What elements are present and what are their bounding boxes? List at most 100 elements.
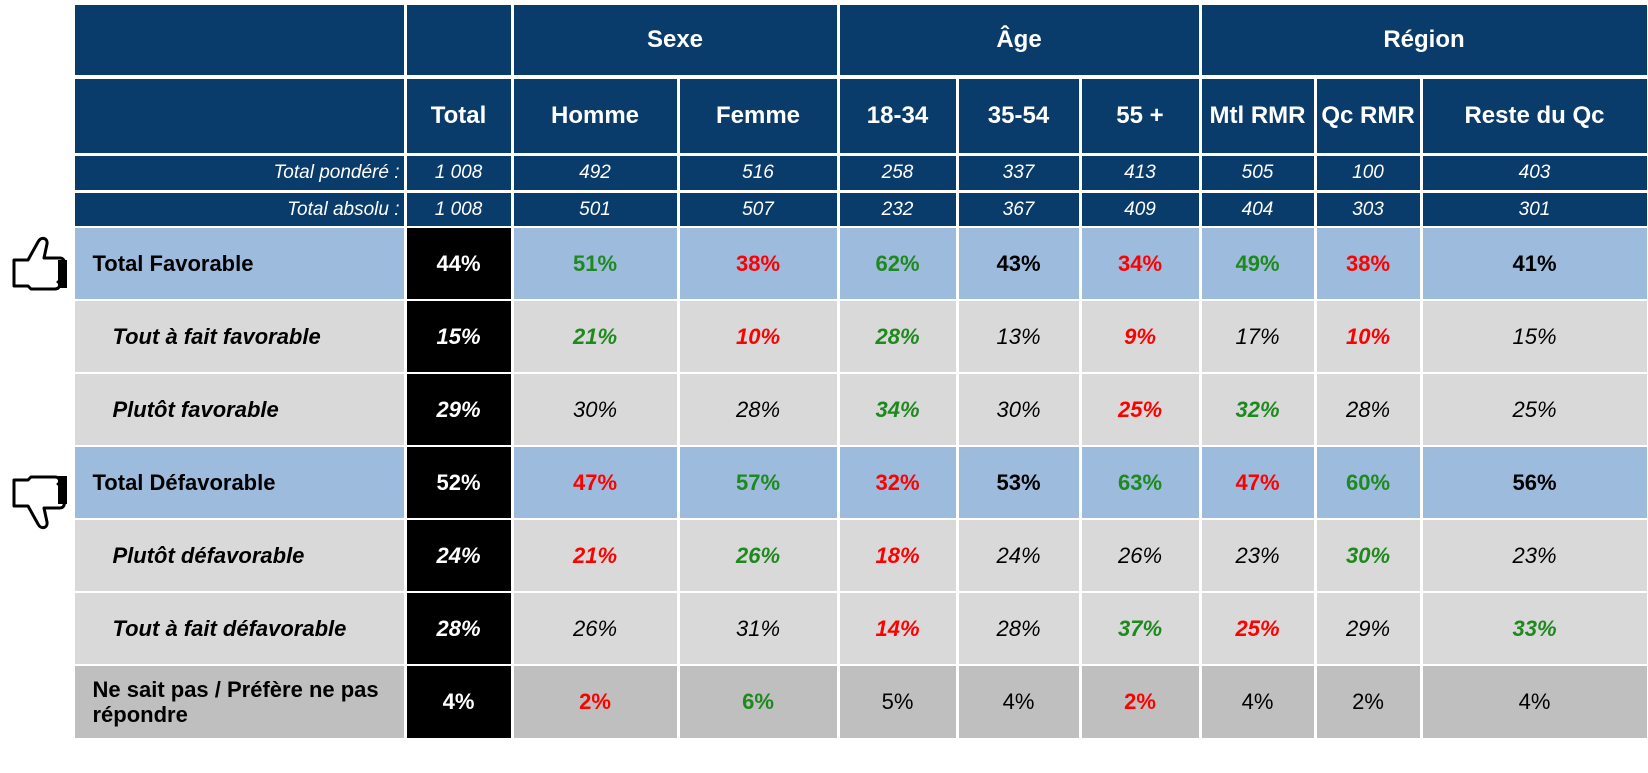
value-cell: 53% <box>958 447 1079 518</box>
total-value: 24% <box>406 520 511 591</box>
value-cell: 28% <box>958 593 1079 664</box>
column-header: 18-34 <box>839 79 956 153</box>
value-cell: 51% <box>513 228 677 299</box>
column-header: Homme <box>513 79 677 153</box>
total-value: 44% <box>406 228 511 299</box>
base-value: 409 <box>1081 193 1199 226</box>
value-cell: 17% <box>1201 301 1314 372</box>
value-cell: 23% <box>1422 520 1647 591</box>
value-cell: 2% <box>513 666 677 738</box>
row-label: Total Défavorable <box>74 447 404 518</box>
value-cell: 21% <box>513 520 677 591</box>
blank-header <box>406 5 511 75</box>
total-value: 28% <box>406 593 511 664</box>
thumbs-down-icon <box>12 475 67 530</box>
value-cell: 56% <box>1422 447 1647 518</box>
value-cell: 13% <box>958 301 1079 372</box>
value-cell: 6% <box>679 666 837 738</box>
column-header: Femme <box>679 79 837 153</box>
value-cell: 4% <box>1201 666 1314 738</box>
value-cell: 21% <box>513 301 677 372</box>
value-cell: 24% <box>958 520 1079 591</box>
base-label: Total pondéré : <box>74 156 404 190</box>
value-cell: 34% <box>1081 228 1199 299</box>
base-value: 301 <box>1422 193 1647 226</box>
row-label: Tout à fait favorable <box>74 301 404 372</box>
row-label: Tout à fait défavorable <box>74 593 404 664</box>
row-label: Total Favorable <box>74 228 404 299</box>
value-cell: 14% <box>839 593 956 664</box>
base-value: 100 <box>1316 156 1420 190</box>
column-header: Mtl RMR <box>1201 79 1314 153</box>
value-cell: 38% <box>679 228 837 299</box>
base-value: 1 008 <box>406 156 511 190</box>
base-value: 1 008 <box>406 193 511 226</box>
base-value: 505 <box>1201 156 1314 190</box>
value-cell: 10% <box>679 301 837 372</box>
value-cell: 5% <box>839 666 956 738</box>
value-cell: 23% <box>1201 520 1314 591</box>
base-value: 232 <box>839 193 956 226</box>
base-value: 303 <box>1316 193 1420 226</box>
value-cell: 4% <box>958 666 1079 738</box>
value-cell: 4% <box>1422 666 1647 738</box>
column-header: Total <box>406 79 511 153</box>
value-cell: 47% <box>513 447 677 518</box>
base-value: 516 <box>679 156 837 190</box>
value-cell: 10% <box>1316 301 1420 372</box>
total-value: 4% <box>406 666 511 738</box>
base-value: 258 <box>839 156 956 190</box>
value-cell: 9% <box>1081 301 1199 372</box>
value-cell: 62% <box>839 228 956 299</box>
value-cell: 34% <box>839 374 956 445</box>
base-value: 337 <box>958 156 1079 190</box>
group-header: Âge <box>839 5 1199 75</box>
value-cell: 49% <box>1201 228 1314 299</box>
value-cell: 33% <box>1422 593 1647 664</box>
column-header: 35-54 <box>958 79 1079 153</box>
value-cell: 28% <box>1316 374 1420 445</box>
value-cell: 47% <box>1201 447 1314 518</box>
value-cell: 30% <box>1316 520 1420 591</box>
row-label: Plutôt défavorable <box>74 520 404 591</box>
value-cell: 26% <box>679 520 837 591</box>
value-cell: 60% <box>1316 447 1420 518</box>
base-value: 413 <box>1081 156 1199 190</box>
value-cell: 26% <box>513 593 677 664</box>
value-cell: 30% <box>958 374 1079 445</box>
value-cell: 43% <box>958 228 1079 299</box>
value-cell: 25% <box>1081 374 1199 445</box>
value-cell: 18% <box>839 520 956 591</box>
value-cell: 41% <box>1422 228 1647 299</box>
value-cell: 2% <box>1316 666 1420 738</box>
value-cell: 32% <box>839 447 956 518</box>
value-cell: 15% <box>1422 301 1647 372</box>
total-value: 15% <box>406 301 511 372</box>
value-cell: 63% <box>1081 447 1199 518</box>
column-header: Reste du Qc <box>1422 79 1647 153</box>
value-cell: 25% <box>1201 593 1314 664</box>
value-cell: 38% <box>1316 228 1420 299</box>
base-value: 367 <box>958 193 1079 226</box>
column-header: Qc RMR <box>1316 79 1420 153</box>
column-header: 55 + <box>1081 79 1199 153</box>
row-label: Ne sait pas / Préfère ne pas répondre <box>74 666 404 738</box>
group-header: Sexe <box>513 5 837 75</box>
value-cell: 31% <box>679 593 837 664</box>
row-label: Plutôt favorable <box>74 374 404 445</box>
total-value: 52% <box>406 447 511 518</box>
base-value: 501 <box>513 193 677 226</box>
value-cell: 2% <box>1081 666 1199 738</box>
value-cell: 32% <box>1201 374 1314 445</box>
total-value: 29% <box>406 374 511 445</box>
value-cell: 26% <box>1081 520 1199 591</box>
value-cell: 25% <box>1422 374 1647 445</box>
value-cell: 37% <box>1081 593 1199 664</box>
blank-header <box>74 79 404 153</box>
value-cell: 57% <box>679 447 837 518</box>
value-cell: 29% <box>1316 593 1420 664</box>
group-header: Région <box>1201 5 1647 75</box>
base-value: 492 <box>513 156 677 190</box>
value-cell: 28% <box>839 301 956 372</box>
